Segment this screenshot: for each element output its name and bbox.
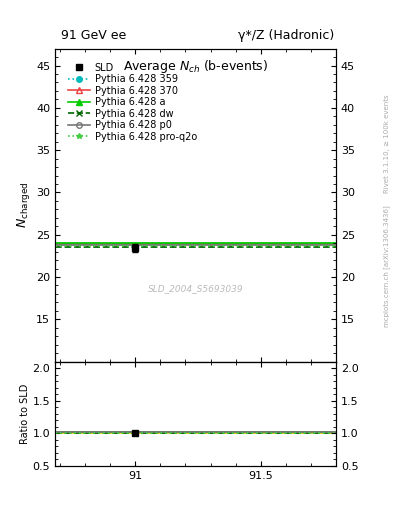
- Text: SLD_2004_S5693039: SLD_2004_S5693039: [148, 284, 243, 293]
- Text: 91 GeV ee: 91 GeV ee: [61, 29, 126, 42]
- Legend: SLD, Pythia 6.428 359, Pythia 6.428 370, Pythia 6.428 a, Pythia 6.428 dw, Pythia: SLD, Pythia 6.428 359, Pythia 6.428 370,…: [68, 63, 197, 142]
- Text: mcplots.cern.ch [arXiv:1306.3436]: mcplots.cern.ch [arXiv:1306.3436]: [384, 205, 391, 327]
- Text: Rivet 3.1.10, ≥ 100k events: Rivet 3.1.10, ≥ 100k events: [384, 94, 390, 193]
- Text: Average $N_{ch}$ (b-events): Average $N_{ch}$ (b-events): [123, 58, 268, 75]
- Text: γ*/Z (Hadronic): γ*/Z (Hadronic): [238, 29, 334, 42]
- Y-axis label: $N_\mathrm{charged}$: $N_\mathrm{charged}$: [15, 182, 32, 228]
- Y-axis label: Ratio to SLD: Ratio to SLD: [20, 383, 29, 444]
